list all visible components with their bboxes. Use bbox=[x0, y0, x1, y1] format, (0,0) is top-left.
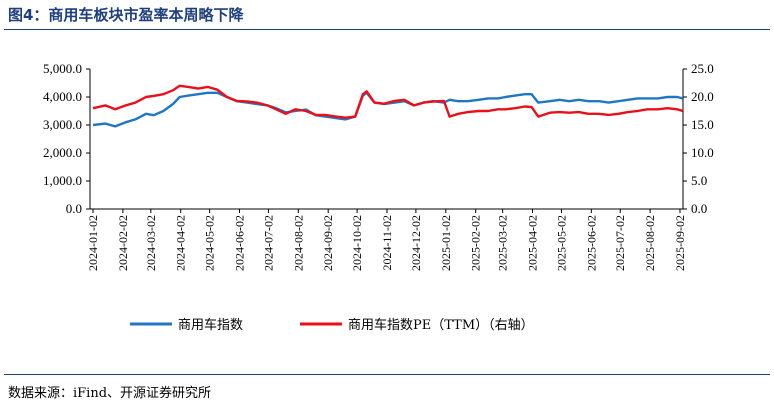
bottom-rule bbox=[4, 374, 770, 375]
x-tick-label: 2024-04-02 bbox=[174, 215, 188, 271]
right-axis-ticks: 0.0 5.0 10.0 15.0 20.0 25.0 bbox=[691, 61, 714, 216]
left-tick-label: 2,000.0 bbox=[43, 145, 82, 160]
left-tick-label: 1,000.0 bbox=[43, 173, 82, 188]
x-tick-label: 2024-06-02 bbox=[233, 215, 247, 271]
x-tick-label: 2025-01-02 bbox=[439, 215, 453, 271]
x-tick-label: 2025-09-02 bbox=[673, 215, 687, 271]
x-tick-label: 2025-03-02 bbox=[496, 215, 510, 271]
series-lines bbox=[92, 84, 684, 128]
right-tick-label: 5.0 bbox=[691, 173, 707, 188]
left-tick-label: 0.0 bbox=[66, 201, 82, 216]
x-tick-label: 2024-07-02 bbox=[261, 215, 275, 271]
x-tick-label: 2025-06-02 bbox=[584, 215, 598, 271]
x-tick-label: 2024-12-02 bbox=[409, 215, 423, 271]
x-tick-label: 2024-11-02 bbox=[380, 215, 394, 271]
x-tick-label: 2025-02-02 bbox=[469, 215, 483, 271]
x-tick-label: 2024-10-02 bbox=[350, 215, 364, 271]
x-axis-ticks: 2024-01-02 2024-02-02 2024-03-02 2024-04-02… bbox=[86, 215, 687, 271]
chart-svg: 0.0 1,000.0 2,000.0 3,000.0 4,000.0 5,000.0 0… bbox=[43, 61, 714, 333]
x-tick-label: 2024-03-02 bbox=[144, 215, 158, 271]
x-tick-label: 2025-08-02 bbox=[643, 215, 657, 271]
source-note: 数据来源：iFind、开源证券研究所 bbox=[8, 386, 212, 401]
right-tick-label: 25.0 bbox=[691, 61, 714, 76]
legend: 商用车指数 商用车指数PE（TTM）（右轴） bbox=[130, 317, 534, 333]
x-tick-label: 2024-09-02 bbox=[321, 215, 335, 271]
right-tick-label: 0.0 bbox=[691, 201, 707, 216]
right-tick-label: 10.0 bbox=[691, 145, 714, 160]
x-tick-label: 2024-02-02 bbox=[116, 215, 130, 271]
series-line-pe bbox=[92, 84, 684, 119]
legend-label-index: 商用车指数 bbox=[178, 317, 243, 333]
x-tick-label: 2025-04-02 bbox=[526, 215, 540, 271]
right-tick-label: 20.0 bbox=[691, 89, 714, 104]
left-axis-ticks: 0.0 1,000.0 2,000.0 3,000.0 4,000.0 5,000.0 bbox=[43, 61, 82, 216]
x-tick-label: 2024-05-02 bbox=[203, 215, 217, 271]
top-rule bbox=[4, 29, 770, 30]
legend-label-pe: 商用车指数PE（TTM）（右轴） bbox=[348, 317, 534, 333]
left-tick-label: 5,000.0 bbox=[43, 61, 82, 76]
figure-title: 图4：商用车板块市盈率本周略下降 bbox=[8, 6, 244, 24]
left-tick-label: 4,000.0 bbox=[43, 89, 82, 104]
axes bbox=[86, 68, 687, 213]
right-tick-label: 15.0 bbox=[691, 117, 714, 132]
series-line-index bbox=[92, 91, 684, 128]
x-tick-label: 2025-05-02 bbox=[554, 215, 568, 271]
left-tick-label: 3,000.0 bbox=[43, 117, 82, 132]
x-tick-label: 2025-07-02 bbox=[613, 215, 627, 271]
x-tick-label: 2024-08-02 bbox=[291, 215, 305, 271]
x-tick-label: 2024-01-02 bbox=[86, 215, 100, 271]
